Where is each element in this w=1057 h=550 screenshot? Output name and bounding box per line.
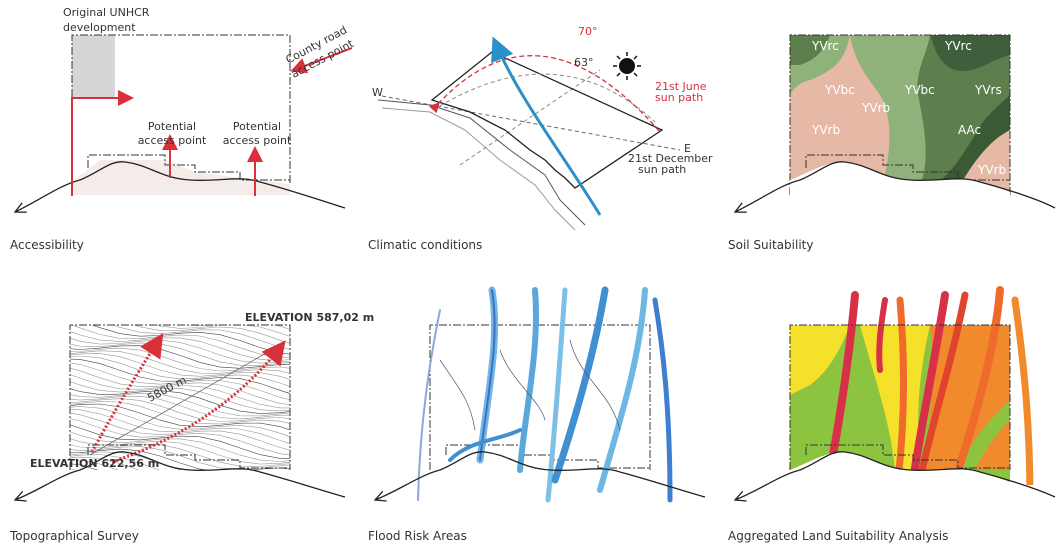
shape	[375, 452, 705, 500]
shape	[60, 397, 300, 422]
flood-panel: Flood Risk Areas	[368, 290, 705, 543]
label: E	[684, 142, 691, 155]
label: AAc	[958, 123, 981, 137]
label: Original UNHCR	[63, 6, 150, 19]
climate-panel: 70° 63° 21st June sun path 21st December…	[368, 25, 713, 252]
label: Potential	[233, 120, 281, 133]
label: 63°	[574, 56, 594, 69]
label: YVrc	[811, 39, 839, 53]
label: access point	[138, 134, 207, 147]
label: W	[372, 86, 383, 99]
suitability-panel: Aggregated Land Suitability Analysis	[728, 290, 1057, 543]
shape	[378, 100, 585, 225]
soil-panel: YVrc YVrc YVbc YVbc YVrs YVrb YVrb AAc Y…	[728, 35, 1055, 252]
label: YVrc	[944, 39, 972, 53]
label: sun path	[655, 91, 703, 104]
label: YVrb	[811, 123, 840, 137]
caption: Accessibility	[10, 238, 84, 252]
caption: Flood Risk Areas	[368, 529, 467, 543]
label: ELEVATION 622,56 m	[30, 457, 159, 470]
shape	[90, 345, 280, 455]
label: YVrs	[974, 83, 1002, 97]
label: access point	[223, 134, 292, 147]
shape	[60, 478, 300, 512]
topography-panel: ELEVATION 587,02 m ELEVATION 622,56 m 58…	[9, 300, 374, 543]
caption: Aggregated Land Suitability Analysis	[728, 529, 948, 543]
contour-lines	[60, 300, 300, 515]
shape	[382, 108, 575, 230]
shape	[60, 409, 300, 447]
label: development	[63, 21, 136, 34]
label: 70°	[578, 25, 598, 38]
label: YVrb	[861, 101, 890, 115]
figure: Original UNHCR development County road a…	[0, 0, 1057, 550]
label: sun path	[638, 163, 686, 176]
shape	[382, 96, 680, 150]
label: YVbc	[904, 83, 935, 97]
accessibility-panel: Original UNHCR development County road a…	[10, 6, 356, 252]
label: ELEVATION 587,02 m	[245, 311, 374, 324]
shape	[60, 422, 300, 459]
caption: Climatic conditions	[368, 238, 482, 252]
shape	[520, 290, 536, 470]
shape	[619, 58, 635, 74]
shape	[60, 342, 300, 368]
shape	[72, 35, 115, 98]
shape	[60, 392, 300, 419]
label: YVrb	[977, 163, 1006, 177]
label: 5800 m	[145, 373, 188, 404]
label: Potential	[148, 120, 196, 133]
caption: Soil Suitability	[728, 238, 813, 252]
group	[418, 290, 670, 500]
shape	[60, 485, 300, 515]
caption: Topographical Survey	[9, 529, 139, 543]
shape	[446, 445, 650, 468]
shape	[440, 74, 655, 122]
shape	[600, 290, 645, 490]
shape	[60, 472, 300, 509]
shape	[655, 300, 670, 500]
label: YVbc	[824, 83, 855, 97]
shape	[60, 466, 300, 506]
shape	[1015, 300, 1030, 500]
